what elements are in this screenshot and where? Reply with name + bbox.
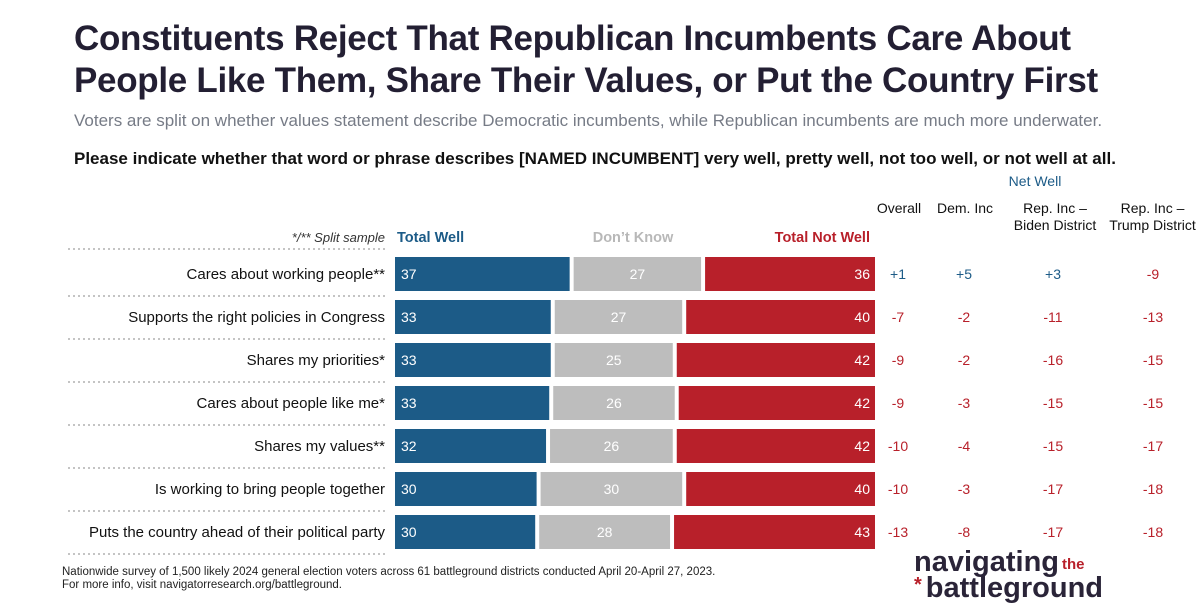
net-well-value: -2 xyxy=(958,309,971,325)
bar-value-label: 37 xyxy=(401,266,417,282)
net-well-value: -17 xyxy=(1143,438,1163,454)
net-well-value: -2 xyxy=(958,352,971,368)
bar-dont-know xyxy=(540,472,683,506)
logo-word-battleground: battleground xyxy=(925,572,1103,604)
bar-value-label: 40 xyxy=(854,309,870,325)
chart-title: Constituents Reject That Republican Incu… xyxy=(74,19,1098,100)
footnote: Nationwide survey of 1,500 likely 2024 g… xyxy=(62,566,715,592)
chart-subtitle: Voters are split on whether values state… xyxy=(74,111,1103,130)
bar-value-label: 26 xyxy=(606,395,622,411)
logo-star-icon: * xyxy=(914,574,922,596)
legend-total-well: Total Well xyxy=(397,230,465,246)
logo-word-navigating: navigating xyxy=(914,546,1060,578)
footnote-line-1: Nationwide survey of 1,500 likely 2024 g… xyxy=(62,566,716,578)
bar-value-label: 32 xyxy=(401,438,417,454)
bar-value-label: 33 xyxy=(401,395,417,411)
net-well-value: -3 xyxy=(958,481,971,497)
category-label: Shares my priorities* xyxy=(247,352,386,369)
bar-total-not-well xyxy=(705,257,875,291)
bar-value-label: 42 xyxy=(854,352,870,368)
net-well-value: -16 xyxy=(1043,352,1063,368)
bar-total-well xyxy=(395,257,570,291)
bar-value-label: 43 xyxy=(854,524,870,540)
category-label: Puts the country ahead of their politica… xyxy=(89,524,386,541)
net-well-value: -9 xyxy=(892,352,905,368)
bar-dont-know xyxy=(553,386,675,420)
bar-dont-know xyxy=(573,257,702,291)
net-well-value: +3 xyxy=(1045,266,1061,282)
net-well-value: -7 xyxy=(892,309,905,325)
net-well-value: -17 xyxy=(1043,481,1063,497)
navigating-battleground-logo: navigating the * battleground xyxy=(914,546,1103,603)
bar-total-not-well xyxy=(676,429,875,463)
bar-total-not-well xyxy=(686,300,875,334)
legend-total-not-well: Total Not Well xyxy=(774,230,870,246)
category-label: Shares my values** xyxy=(254,438,385,455)
bar-value-label: 27 xyxy=(611,309,627,325)
net-well-value: -9 xyxy=(892,395,905,411)
bar-value-label: 33 xyxy=(401,352,417,368)
net-well-value: +1 xyxy=(890,266,906,282)
net-well-value: -13 xyxy=(888,524,908,540)
bar-total-well xyxy=(395,300,551,334)
col-header-rep-biden: Rep. Inc – Biden District xyxy=(1013,200,1097,233)
bar-dont-know xyxy=(554,343,673,377)
net-well-value: -13 xyxy=(1143,309,1163,325)
net-well-value: -8 xyxy=(958,524,971,540)
legend-dont-know: Don’t Know xyxy=(592,230,674,246)
net-well-value: -9 xyxy=(1147,266,1160,282)
net-well-value: -18 xyxy=(1143,481,1163,497)
bar-total-not-well xyxy=(676,343,875,377)
category-label: Cares about working people** xyxy=(187,266,386,283)
bar-value-label: 30 xyxy=(401,524,417,540)
bar-value-label: 42 xyxy=(854,438,870,454)
bar-value-label: 42 xyxy=(854,395,870,411)
category-label: Is working to bring people together xyxy=(155,481,385,498)
split-sample-note: */** Split sample xyxy=(291,230,385,245)
bar-total-well xyxy=(395,343,551,377)
bar-dont-know xyxy=(550,429,673,463)
net-well-value: -15 xyxy=(1043,395,1063,411)
col-header-dem-inc: Dem. Inc xyxy=(936,200,993,216)
bar-value-label: 40 xyxy=(854,481,870,497)
bar-dont-know xyxy=(554,300,683,334)
bar-total-well xyxy=(395,472,537,506)
bar-dont-know xyxy=(539,515,671,549)
footnote-line-2: For more info, visit navigatorresearch.o… xyxy=(62,579,342,591)
net-well-value: -3 xyxy=(958,395,971,411)
bar-value-label: 36 xyxy=(854,266,870,282)
bar-value-label: 30 xyxy=(401,481,417,497)
bar-value-label: 26 xyxy=(604,438,620,454)
net-well-value: -15 xyxy=(1143,352,1163,368)
bar-total-well xyxy=(395,386,550,420)
net-well-value: -11 xyxy=(1043,309,1062,325)
net-well-value: -15 xyxy=(1143,395,1163,411)
bar-value-label: 25 xyxy=(606,352,622,368)
bar-value-label: 33 xyxy=(401,309,417,325)
bar-total-well xyxy=(395,515,536,549)
net-well-value: -4 xyxy=(958,438,971,454)
net-well-value: -17 xyxy=(1043,524,1063,540)
survey-question: Please indicate whether that word or phr… xyxy=(74,149,1116,168)
net-well-value: -18 xyxy=(1143,524,1163,540)
bar-total-not-well xyxy=(686,472,875,506)
col-header-overall: Overall xyxy=(876,200,922,216)
logo-word-the: the xyxy=(1062,556,1085,573)
category-label: Supports the right policies in Congress xyxy=(128,309,385,326)
net-well-value: -15 xyxy=(1043,438,1063,454)
bar-total-not-well xyxy=(674,515,875,549)
net-well-label: Net Well xyxy=(1008,173,1062,189)
category-label: Cares about people like me* xyxy=(197,395,386,412)
net-well-value: -10 xyxy=(888,438,908,454)
net-well-value: -10 xyxy=(888,481,908,497)
bar-total-not-well xyxy=(678,386,875,420)
bar-total-well xyxy=(395,429,547,463)
col-header-rep-trump: Rep. Inc – Trump District xyxy=(1109,200,1196,233)
bar-value-label: 28 xyxy=(597,524,613,540)
bar-value-label: 27 xyxy=(630,266,646,282)
net-well-value: +5 xyxy=(956,266,972,282)
bar-value-label: 30 xyxy=(604,481,620,497)
